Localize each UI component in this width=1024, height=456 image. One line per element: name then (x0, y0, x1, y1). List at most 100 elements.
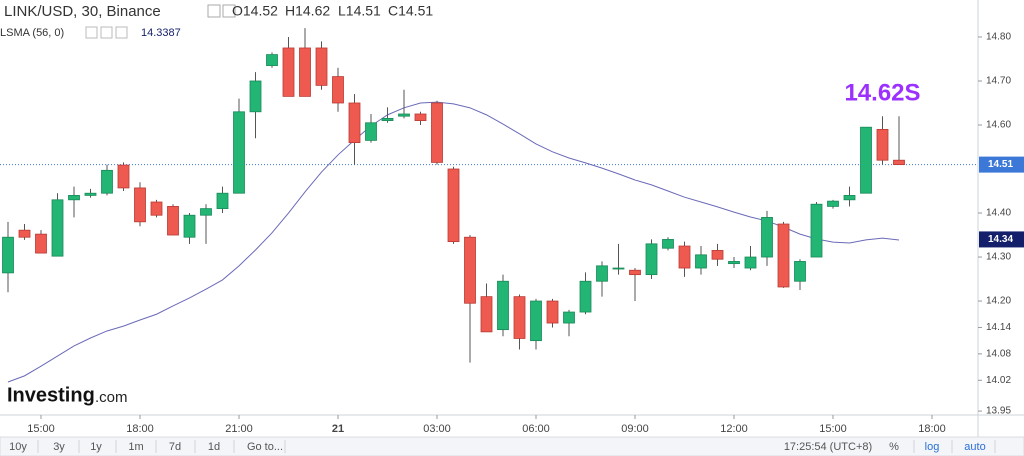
candle-body (167, 206, 179, 236)
indicator-icons (85, 26, 128, 39)
toolbar-item[interactable]: % (889, 441, 899, 453)
candle-body (68, 195, 80, 201)
candle-body (332, 76, 344, 104)
candle-body (497, 280, 509, 331)
candle-body (464, 236, 476, 304)
candle-body (579, 280, 592, 313)
indicator-name: LSMA (56, 0) (0, 27, 64, 39)
candle-body (678, 245, 691, 269)
candle-body (447, 168, 460, 243)
price-tag (979, 231, 1024, 248)
indicator-value: 14.3387 (141, 27, 181, 39)
candle-body (117, 164, 130, 189)
y-tick-label: 14.70 (986, 76, 1011, 87)
candle-body (365, 122, 377, 141)
ohlc-value: O14.52 (232, 3, 278, 19)
y-tick-label: 14.20 (986, 296, 1011, 307)
ohlc-value: H14.62 (285, 3, 330, 19)
candle-body (35, 233, 47, 254)
toolbar-item[interactable]: 3y (53, 441, 65, 453)
annotation: 14.62S (844, 80, 920, 107)
candle-body (200, 208, 212, 216)
candle-body (414, 113, 427, 121)
candle-body (134, 187, 146, 223)
candle-body (282, 47, 295, 97)
candle-body (563, 311, 575, 324)
candle-body (348, 102, 361, 143)
candle-body (431, 102, 443, 163)
x-tick-label: 21 (332, 423, 344, 435)
toolbar-item[interactable]: 1y (90, 441, 102, 453)
candle-body (183, 214, 196, 238)
indicator-line (7, 101, 900, 383)
candle-body (876, 128, 889, 161)
x-tick-label: 06:00 (522, 423, 550, 435)
candle-body (711, 250, 724, 260)
candle-body (101, 169, 113, 194)
y-tick-label: 14.40 (986, 208, 1011, 219)
toolbar-item[interactable]: 1m (128, 441, 143, 453)
candle-body (513, 296, 526, 339)
x-tick-label: 15:00 (819, 423, 847, 435)
candle-body (794, 261, 806, 282)
candle-body (84, 192, 97, 196)
candle-body (249, 80, 262, 113)
y-tick-label: 13.95 (986, 406, 1011, 417)
y-tick-label: 14.02 (986, 375, 1011, 386)
candle-body (299, 47, 311, 97)
x-tick-label: 21:00 (225, 423, 253, 435)
toolbar-item[interactable]: auto (964, 441, 985, 453)
candle-body (150, 201, 163, 216)
y-tick-label: 14.60 (986, 120, 1011, 131)
candle-body (893, 159, 905, 166)
candle-body (612, 267, 625, 270)
price-tag-label: 14.34 (988, 234, 1013, 245)
candle-body (761, 217, 773, 258)
watermark: Investing (7, 384, 95, 406)
toolbar-item[interactable]: 10y (9, 441, 27, 453)
ohlc-value: C14.51 (388, 3, 433, 19)
candle-body (233, 111, 245, 194)
candle-body (695, 254, 707, 269)
toolbar-item[interactable]: 7d (169, 441, 181, 453)
ohlc-value: L14.51 (338, 3, 381, 19)
candle-body (530, 300, 542, 342)
y-tick-label: 14.08 (986, 348, 1011, 359)
price-tag (979, 156, 1024, 173)
y-tick-label: 14.80 (986, 32, 1011, 43)
toolbar-item[interactable]: 1d (208, 441, 220, 453)
x-tick-label: 18:00 (918, 423, 946, 435)
candle-body (381, 117, 394, 121)
toolbar-item[interactable]: log (925, 441, 940, 453)
candle-body (398, 113, 410, 117)
toolbar-item[interactable]: Go to... (247, 441, 283, 453)
candle-body (266, 54, 278, 66)
candle-body (810, 203, 823, 258)
x-tick-label: 15:00 (27, 423, 55, 435)
candle-body (744, 256, 757, 269)
price-tag-label: 14.51 (988, 159, 1013, 170)
candle-body (216, 192, 229, 210)
candle-body (827, 200, 839, 207)
candle-body (645, 243, 658, 276)
x-tick-label: 12:00 (720, 423, 748, 435)
y-tick-label: 14.14 (986, 322, 1011, 333)
candle-body (315, 47, 328, 86)
candle-body (51, 199, 64, 257)
candle-body (629, 269, 641, 276)
toolbar-item: 17:25:54 (UTC+8) (784, 441, 872, 453)
watermark-suffix: .com (95, 389, 128, 406)
candle-body (662, 239, 674, 249)
plot-area (0, 28, 978, 383)
candle-body (728, 261, 740, 265)
candle-body (777, 223, 790, 288)
candle-body (860, 126, 872, 194)
chart-title: LINK/USD, 30, Binance (4, 3, 161, 20)
x-tick-label: 18:00 (126, 423, 154, 435)
candle-body (18, 229, 31, 238)
x-tick-label: 09:00 (621, 423, 649, 435)
toolbar (0, 436, 1024, 456)
y-tick-label: 14.30 (986, 252, 1011, 263)
